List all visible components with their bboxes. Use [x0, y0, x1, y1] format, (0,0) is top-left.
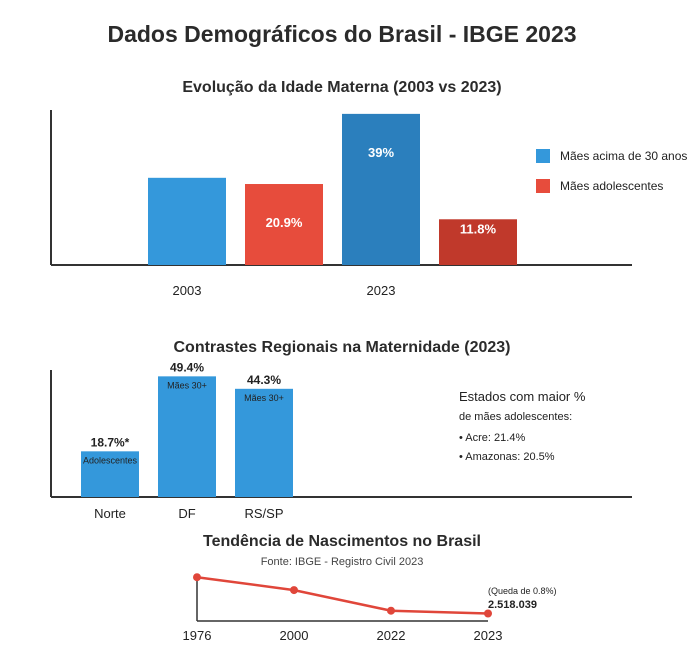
bar-value-label-2023-series-0: 39%: [368, 145, 394, 160]
chart2-tick-label-df: DF: [178, 506, 195, 521]
chart-idade-materna: Evolução da Idade Materna (2003 vs 2023)…: [50, 79, 687, 298]
note-heading-line1: Estados com maior %: [459, 389, 586, 404]
chart2-tick-label-rs-sp: RS/SP: [244, 506, 283, 521]
page-title: Dados Demográficos do Brasil - IBGE 2023: [107, 21, 576, 47]
chart2-bars: 18.7%* Adolescentes 49.4% Mães 30+ 44.3% Mães…: [81, 360, 293, 497]
series-line-nascimentos: [196, 575, 489, 615]
bar-value-label-rs-sp: 44.3%: [247, 373, 281, 387]
bar-rs-sp: [235, 388, 293, 497]
note-item-acre: • Acre: 21.4%: [459, 432, 525, 444]
chart-tendencia-nascimentos: Tendência de Nascimentos no Brasil Fonte…: [183, 533, 557, 643]
bar-inner-label-rs-sp: Mães 30+: [244, 393, 284, 403]
bar-value-label-2023-series-1: 11.8%: [460, 221, 497, 236]
chart1-bars: 20.9% 39% 11.8%: [148, 113, 517, 265]
bar-value-label-df: 49.4%: [170, 360, 204, 374]
chart3-annotation-value: 2.518.039: [488, 599, 537, 611]
chart3-tick-label-2000: 2000: [280, 628, 309, 643]
legend-swatch-maes-30: [536, 149, 550, 163]
bar-value-label-2003-series-1: 20.9%: [266, 215, 303, 230]
chart3-tick-label-2022: 2022: [377, 628, 406, 643]
chart2-tick-label-norte: Norte: [94, 506, 126, 521]
legend-label-adolescentes: Mães adolescentes: [560, 179, 663, 193]
bar-2023-series-0: [342, 113, 420, 265]
note-item-amazonas: • Amazonas: 20.5%: [459, 451, 555, 463]
chart3-source: Fonte: IBGE - Registro Civil 2023: [261, 556, 424, 568]
chart3-title: Tendência de Nascimentos no Brasil: [203, 533, 481, 550]
bar-2003-series-1: [245, 184, 323, 265]
chart1-title: Evolução da Idade Materna (2003 vs 2023): [182, 79, 501, 96]
legend-label-maes-30: Mães acima de 30 anos: [560, 149, 687, 163]
chart-contrastes-regionais: Contrastes Regionais na Maternidade (202…: [50, 339, 632, 521]
bar-inner-label-norte: Adolescentes: [83, 455, 138, 465]
chart3-tick-label-1976: 1976: [183, 628, 212, 643]
note-heading-line2: de mães adolescentes:: [459, 411, 572, 423]
chart1-tick-label-2003: 2003: [173, 283, 202, 298]
data-point-2000: [290, 586, 298, 595]
bar-value-label-norte: 18.7%*: [91, 435, 130, 449]
data-point-2022: [387, 606, 395, 615]
chart3-line-group: [193, 573, 492, 618]
chart2-title: Contrastes Regionais na Maternidade (202…: [174, 339, 511, 356]
chart1-tick-label-2023: 2023: [367, 283, 396, 298]
chart3-annotation-queda: (Queda de 0.8%): [488, 586, 557, 596]
bar-df: [158, 376, 216, 497]
chart3-tick-label-2023: 2023: [474, 628, 503, 643]
chart1-legend: Mães acima de 30 anos Mães adolescentes: [536, 149, 687, 193]
data-point-1976: [193, 573, 201, 582]
bar-2023-series-1: [439, 219, 517, 265]
bar-norte: [81, 451, 139, 497]
teen-mothers-note: Estados com maior % de mães adolescentes…: [459, 389, 586, 463]
legend-swatch-adolescentes: [536, 179, 550, 193]
bar-inner-label-df: Mães 30+: [167, 380, 207, 390]
bar-2003-series-0: [148, 177, 226, 265]
data-point-2023: [484, 609, 492, 618]
